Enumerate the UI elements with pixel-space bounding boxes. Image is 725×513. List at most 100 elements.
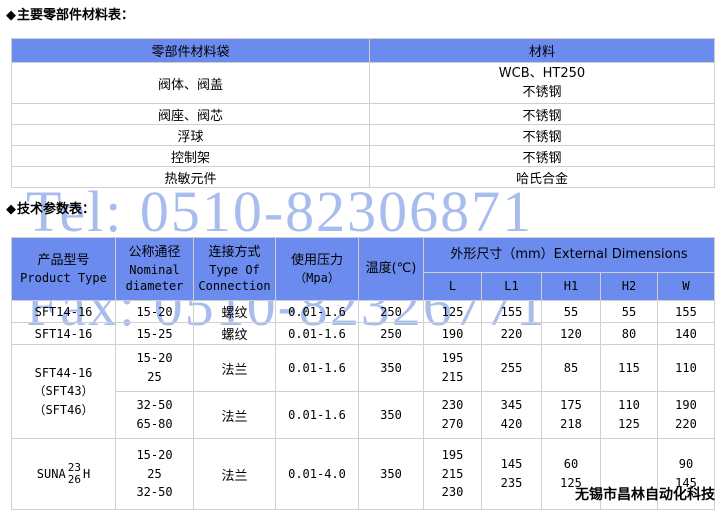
- specs-col-external-dimensions-label: 外形尺寸（mm）External Dimensions: [450, 247, 688, 263]
- specs-col-H1: H1: [541, 271, 601, 302]
- specs-r4-type-suna: SUNA 23 26 H: [36, 462, 91, 485]
- table-row: SFT14-16 15-25 螺纹 0.01-1.6 250 190 220 1…: [11, 322, 715, 345]
- specs-r2-H2: 115: [600, 344, 658, 392]
- materials-part-3: 控制架: [11, 145, 370, 167]
- specs-r2-type-line1: （SFT43）: [33, 384, 94, 399]
- specs-col-connection-cn: 连接方式: [208, 245, 261, 261]
- specs-r4-H2: [600, 438, 658, 510]
- specs-col-product-type-en: Product Type: [20, 270, 107, 285]
- specs-r3-L: 230 270: [423, 391, 482, 439]
- materials-part-1: 阀座、阀芯: [11, 103, 370, 125]
- specs-r3-H1-line1: 218: [560, 417, 582, 431]
- specs-r1-H2: 80: [600, 322, 658, 345]
- specs-r4-suna-sup: 23: [67, 461, 81, 475]
- specs-col-pressure: 使用压力 （Mpa）: [275, 237, 359, 301]
- specs-col-L1-label: L1: [504, 279, 519, 294]
- specs-r2-H1: 85: [541, 344, 601, 392]
- specs-r4-L1-line0: 145: [500, 457, 523, 472]
- specs-r4-W-line1: 145: [675, 476, 697, 490]
- table-row: SFT14-16 15-20 螺纹 0.01-1.6 250 125 155 5…: [11, 300, 715, 323]
- specs-r4-type: SUNA 23 26 H: [11, 438, 116, 510]
- specs-col-product-type-cn: 产品型号: [37, 253, 90, 269]
- specs-r3-nominal-line0: 32-50: [136, 398, 173, 413]
- specs-r4-suna-tail: H: [82, 466, 91, 481]
- specs-r4-nominal-line1: 25: [147, 466, 162, 481]
- materials-section-heading: ◆主要零部件材料表：: [6, 4, 134, 23]
- specs-header-row-2: L L1 H1 H2 W: [12, 271, 715, 302]
- specs-r4-nominal-line0: 15-20: [136, 448, 173, 463]
- table-row: 32-50 65-80 法兰 0.01-1.6 350 230 270 345 …: [12, 391, 715, 439]
- specs-r4-suna-base: SUNA: [36, 466, 66, 481]
- specs-r2-nominal-line0: 15-20: [136, 351, 173, 366]
- specs-section-heading: ◆技术参数表：: [6, 198, 95, 217]
- specs-r3-temperature: 350: [358, 391, 424, 439]
- specs-col-external-dimensions: 外形尺寸（mm）External Dimensions: [423, 237, 715, 273]
- specs-heading-label: 技术参数表：: [17, 201, 96, 216]
- specs-col-connection-en2: Connection: [198, 278, 271, 293]
- specs-r1-L: 190: [423, 322, 482, 345]
- specs-r2-W: 110: [657, 344, 715, 392]
- specs-r3-H2: 110 125: [600, 391, 658, 439]
- specs-r1-pressure: 0.01-1.6: [275, 322, 359, 345]
- specs-col-W: W: [657, 271, 715, 302]
- table-row: 控制架 不锈钢: [11, 145, 715, 167]
- specs-r0-connection: 螺纹: [193, 300, 276, 323]
- specs-r1-temperature: 250: [358, 322, 424, 345]
- specs-r3-nominal: 32-50 65-80: [115, 391, 194, 439]
- table-row: 阀体、阀盖 WCB、HT250 不锈钢: [11, 62, 715, 104]
- specs-col-connection-type: 连接方式 Type Of Connection: [193, 237, 276, 301]
- materials-part-4: 热敏元件: [11, 166, 370, 188]
- specs-r0-nominal: 15-20: [115, 300, 194, 323]
- specs-col-L: L: [423, 271, 482, 302]
- materials-material-0-line0: WCB、HT250: [498, 65, 586, 81]
- specs-r1-type: SFT14-16: [11, 322, 116, 345]
- specs-r2-type-line0: SFT44-16: [34, 365, 93, 380]
- table-row: SUNA 23 26 H 15-20 25 32-50 法兰 0.01-4.0 350…: [11, 438, 715, 510]
- materials-part-0: 阀体、阀盖: [11, 62, 370, 104]
- specs-r4-nominal-line2: 32-50: [136, 485, 173, 500]
- specs-r0-L: 125: [423, 300, 482, 323]
- company-brand-label: 无锡市昌林自动化科技: [575, 487, 715, 503]
- specs-r3-W-line1: 220: [675, 417, 697, 431]
- specs-r4-L-line0: 195: [441, 448, 464, 463]
- specs-r4-suna-sub: 26: [67, 473, 81, 486]
- specs-r4-H1: 60 125: [541, 438, 601, 510]
- materials-material-0: WCB、HT250 不锈钢: [369, 62, 715, 104]
- materials-material-1: 不锈钢: [369, 103, 715, 125]
- specs-col-H2-label: H2: [621, 279, 637, 294]
- specs-r0-W: 155: [657, 300, 715, 323]
- specs-r3-L-line0: 230: [441, 398, 464, 413]
- specs-r3-connection-label: 法兰: [221, 409, 248, 425]
- specs-r2-type: SFT44-16 （SFT43） （SFT46）: [11, 344, 116, 439]
- specs-col-nominal-diameter: 公称通径 Nominal diameter: [115, 237, 194, 301]
- specs-table: 产品型号 Product Type 公称通径 Nominal diameter …: [11, 237, 715, 510]
- specs-r4-connection-label: 法兰: [221, 468, 248, 484]
- specs-r4-connection: 法兰: [193, 438, 276, 510]
- specs-col-pressure-cn: 使用压力: [290, 253, 343, 269]
- specs-col-nominal-cn: 公称通径: [128, 245, 181, 261]
- specs-r4-L: 195 215 230: [423, 438, 482, 510]
- specs-r1-connection-label: 螺纹: [221, 328, 248, 343]
- materials-table-header-row: 零部件材料袋 材料: [11, 38, 715, 63]
- specs-r3-L1-line0: 345: [500, 398, 523, 413]
- specs-r4-W: 90 145: [657, 438, 715, 510]
- specs-col-product-type: 产品型号 Product Type: [11, 237, 116, 301]
- specs-r0-temperature: 250: [358, 300, 424, 323]
- specs-r3-W-line0: 190: [675, 398, 697, 413]
- specs-r2-L-line0: 195: [441, 351, 464, 366]
- specs-r3-H1-line0: 175: [560, 398, 582, 413]
- specs-r0-L1: 155: [481, 300, 542, 323]
- specs-r2-nominal-line1: 25: [147, 370, 162, 384]
- materials-table: 零部件材料袋 材料 阀体、阀盖 WCB、HT250 不锈钢 阀座、阀芯 不锈钢 …: [11, 38, 715, 188]
- watermark-tel: Tel: 0510-82306871: [26, 179, 534, 244]
- specs-r3-L-line1: 270: [441, 417, 464, 431]
- specs-r1-W: 140: [657, 322, 715, 345]
- specs-r4-pressure: 0.01-4.0: [275, 438, 359, 510]
- materials-material-4: 哈氏合金: [369, 166, 715, 188]
- materials-col-part: 零部件材料袋: [11, 38, 370, 63]
- specs-r0-connection-label: 螺纹: [221, 306, 248, 321]
- specs-r4-W-line0: 90: [678, 457, 694, 472]
- specs-header-row-1: 产品型号 Product Type 公称通径 Nominal diameter …: [11, 237, 715, 301]
- specs-r3-L1: 345 420: [481, 391, 542, 439]
- specs-col-connection-en1: Type Of: [209, 262, 260, 277]
